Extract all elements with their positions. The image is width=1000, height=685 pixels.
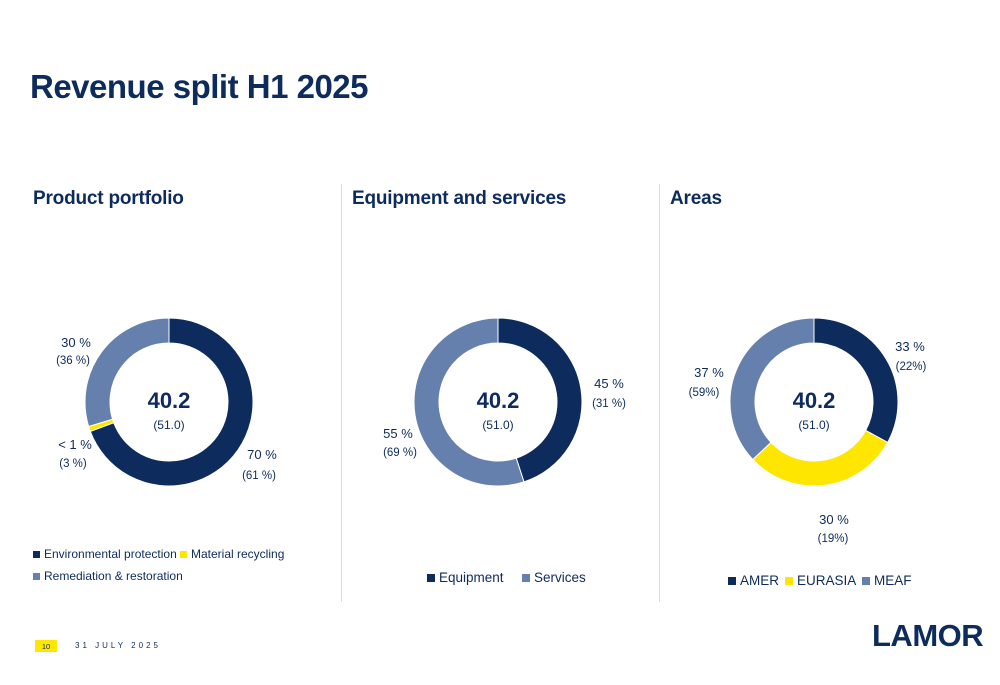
panel-title: Equipment and services bbox=[352, 188, 567, 209]
donut-chart-equipment-and-services: 45 % (31 %) 55 % (69 %) 40.2 (51.0) bbox=[383, 317, 626, 487]
page-number-badge: 10 bbox=[35, 640, 57, 652]
slice-meaf bbox=[729, 317, 815, 461]
slice-sublabel-remediation-restoration: (36 %) bbox=[56, 355, 90, 367]
legend-item-material-recycling: Material recycling bbox=[180, 547, 284, 561]
slice-label-material-recycling: < 1 % bbox=[58, 437, 92, 452]
center-previous-value: (51.0) bbox=[798, 418, 829, 432]
legend-swatch bbox=[33, 550, 40, 558]
legend-label: EURASIA bbox=[797, 573, 857, 588]
slice-sublabel-equipment: (31 %) bbox=[592, 398, 626, 410]
slice-label-amer: 33 % bbox=[895, 339, 925, 354]
center-value: 40.2 bbox=[148, 388, 191, 413]
legend-swatch bbox=[862, 576, 870, 585]
center-value: 40.2 bbox=[477, 388, 520, 413]
slice-services bbox=[413, 317, 525, 487]
divider-left bbox=[341, 184, 342, 602]
footer-date: 31 JULY 2025 bbox=[75, 641, 161, 650]
center-value: 40.2 bbox=[793, 388, 836, 413]
legend-item-meaf: MEAF bbox=[862, 573, 912, 588]
legend-swatch bbox=[427, 573, 435, 582]
legend-label: AMER bbox=[740, 573, 780, 588]
slice-label-environmental-protection: 70 % bbox=[247, 447, 277, 462]
center-previous-value: (51.0) bbox=[153, 418, 184, 432]
legend-item-amer: AMER bbox=[728, 573, 779, 588]
slice-sublabel-environmental-protection: (61 %) bbox=[242, 470, 276, 482]
legend-swatch bbox=[180, 550, 187, 558]
legend-item-environmental-protection: Environmental protection bbox=[33, 547, 177, 561]
slice-label-remediation-restoration: 30 % bbox=[61, 335, 91, 350]
slice-eurasia bbox=[752, 429, 889, 487]
legend-item-eurasia: EURASIA bbox=[785, 573, 856, 588]
legend-swatch bbox=[33, 572, 40, 580]
donut-chart-product-portfolio: 70 % (61 %) < 1 % (3 %) 30 % (36 %) 40.2… bbox=[56, 317, 277, 487]
donut-chart-areas: 33 % (22%) 30 % (19%) 37 % (59%) 40.2 (5… bbox=[689, 317, 927, 545]
legend-swatch bbox=[785, 576, 793, 585]
panel-product-portfolio: Product portfolio 70 % (61 %) < 1 % (3 %… bbox=[33, 184, 343, 604]
divider-right bbox=[659, 184, 660, 602]
slice-sublabel-services: (69 %) bbox=[383, 447, 417, 459]
legend-item-services: Services bbox=[522, 570, 586, 585]
legend-swatch bbox=[522, 573, 530, 582]
lamor-logo: LAMOR bbox=[872, 618, 984, 653]
legend-swatch bbox=[728, 576, 736, 585]
slice-label-equipment: 45 % bbox=[594, 376, 624, 391]
legend-label: Material recycling bbox=[191, 547, 285, 561]
legend-item-remediation-restoration: Remediation & restoration bbox=[33, 569, 183, 583]
slice-sublabel-material-recycling: (3 %) bbox=[59, 458, 87, 470]
panel-title: Areas bbox=[670, 188, 722, 209]
center-previous-value: (51.0) bbox=[482, 418, 513, 432]
slice-sublabel-amer: (22%) bbox=[896, 361, 927, 373]
slice-label-services: 55 % bbox=[383, 426, 413, 441]
slide-title: Revenue split H1 2025 bbox=[30, 68, 369, 105]
slice-equipment bbox=[497, 317, 583, 483]
slice-sublabel-meaf: (59%) bbox=[689, 387, 720, 399]
panel-areas: Areas 33 % (22%) 30 % (19%) 37 % (59%) 4… bbox=[670, 184, 980, 604]
slice-label-eurasia: 30 % bbox=[819, 512, 849, 527]
legend-label: Remediation & restoration bbox=[44, 569, 183, 583]
legend-label: Equipment bbox=[439, 570, 504, 585]
slice-label-meaf: 37 % bbox=[694, 365, 724, 380]
legend-label: Environmental protection bbox=[44, 547, 177, 561]
panel-equipment-and-services: Equipment and services 45 % (31 %) 55 % … bbox=[352, 184, 662, 604]
slice-sublabel-eurasia: (19%) bbox=[818, 533, 849, 545]
legend-label: MEAF bbox=[874, 573, 912, 588]
panel-title: Product portfolio bbox=[33, 188, 184, 209]
legend-label: Services bbox=[534, 570, 586, 585]
legend-item-equipment: Equipment bbox=[427, 570, 504, 585]
slice-environmental-protection bbox=[89, 317, 254, 487]
slice-remediation-restoration bbox=[84, 317, 170, 428]
